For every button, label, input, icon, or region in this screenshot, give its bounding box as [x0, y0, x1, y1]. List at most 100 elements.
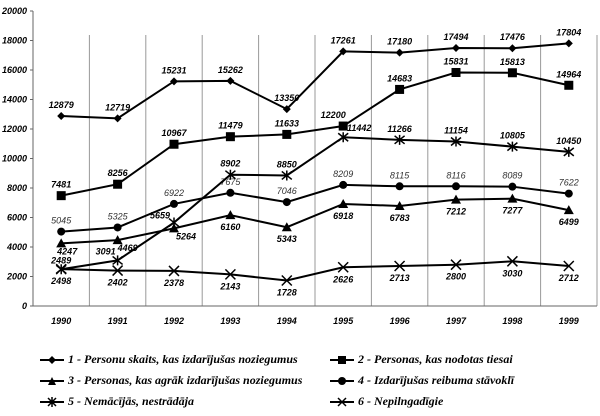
data-label-series-5: 8850 — [277, 159, 297, 169]
data-label-series-3: 5264 — [176, 231, 196, 241]
data-point-series-6 — [563, 260, 575, 272]
data-label-series-1: 17476 — [500, 32, 526, 42]
legend-label: 6 - Nepilngadīgie — [358, 394, 444, 408]
series-line-4 — [61, 183, 569, 233]
data-label-series-6: 2378 — [163, 278, 184, 288]
y-tick-label: 16000 — [2, 65, 27, 75]
data-label-series-6: 2402 — [107, 278, 128, 288]
square-marker-icon — [330, 355, 354, 364]
data-point-series-3 — [56, 238, 67, 248]
data-point-series-1 — [170, 77, 178, 86]
x-tick-label: 1998 — [502, 316, 522, 326]
x-tick-label: 1991 — [108, 316, 128, 326]
data-label-series-6: 2713 — [389, 273, 410, 283]
data-label-series-1: 12879 — [49, 100, 74, 110]
data-point-series-1 — [564, 39, 573, 48]
data-label-series-1: 12719 — [105, 102, 130, 112]
data-label-series-5: 5659 — [150, 211, 170, 221]
data-label-series-2: 15813 — [500, 57, 525, 67]
data-label-series-6: 2712 — [558, 273, 579, 283]
data-point-series-5 — [112, 255, 124, 266]
x-tick-label: 1995 — [333, 316, 354, 326]
data-label-series-1: 13350 — [274, 93, 299, 103]
data-label-series-1: 17494 — [443, 32, 468, 42]
data-label-series-6: 2800 — [445, 272, 466, 282]
data-point-series-6 — [168, 265, 180, 277]
data-point-series-3 — [338, 198, 349, 208]
data-point-series-6 — [337, 261, 349, 273]
y-tick-label: 2000 — [6, 272, 27, 282]
data-label-series-4: 8116 — [446, 170, 465, 180]
data-label-series-4: 8115 — [390, 170, 410, 180]
data-point-series-5 — [563, 146, 575, 157]
data-point-series-1 — [395, 48, 404, 57]
y-tick-label: 12000 — [2, 124, 27, 134]
x-tick-label: 1990 — [51, 316, 71, 326]
legend-item-3: 3 - Personas, kas agrāk izdarījušas nozi… — [40, 373, 302, 388]
legend-label: 5 - Nemācījās, nestrādāja — [68, 394, 194, 408]
legend-item-2: 2 - Personas, kas nodotas tiesai — [330, 352, 513, 367]
data-label-series-2: 11479 — [218, 121, 242, 131]
data-point-series-4 — [226, 188, 235, 197]
data-point-series-4 — [170, 199, 178, 208]
data-point-series-2 — [113, 179, 123, 189]
data-point-series-2 — [338, 121, 348, 131]
data-label-series-2: 12200 — [321, 110, 346, 120]
data-label-series-4: 8089 — [502, 171, 522, 181]
data-point-series-2 — [451, 67, 461, 77]
data-label-series-1: 15231 — [161, 65, 186, 75]
data-point-series-3 — [112, 235, 123, 245]
data-label-series-2: 11633 — [275, 118, 299, 128]
legend-item-6: 6 - Nepilngadīgie — [330, 394, 443, 409]
legend-label: 4 - Izdarījušas reibuma stāvoklī — [358, 373, 515, 387]
data-label-series-1: 15262 — [218, 65, 243, 75]
data-label-series-5: 3091 — [96, 246, 116, 256]
x-tick-label: 1993 — [220, 316, 240, 326]
x-tick-label: 1992 — [164, 316, 184, 326]
series-line-6 — [61, 260, 569, 282]
y-tick-label: 0 — [22, 301, 27, 311]
data-point-series-4 — [395, 182, 404, 191]
data-point-series-1 — [113, 114, 122, 123]
data-label-series-3: 5343 — [277, 234, 297, 244]
data-point-series-4 — [339, 180, 348, 189]
data-point-series-3 — [507, 193, 518, 203]
data-point-series-2 — [225, 132, 235, 142]
data-label-series-4: 7046 — [277, 186, 297, 196]
data-point-series-5 — [450, 136, 462, 147]
data-label-series-6: 1728 — [277, 288, 297, 298]
data-point-series-5 — [337, 132, 349, 143]
data-label-series-4: 8209 — [333, 169, 353, 179]
series-line-3 — [61, 197, 569, 245]
legend-label: 3 - Personas, kas agrāk izdarījušas nozi… — [68, 373, 303, 387]
y-tick-label: 4000 — [6, 242, 27, 252]
legend-label: 2 - Personas, kas nodotas tiesai — [358, 352, 513, 366]
data-point-series-6 — [112, 265, 124, 277]
data-label-series-3: 6499 — [559, 217, 579, 227]
data-label-series-6: 2498 — [50, 276, 71, 286]
data-point-series-2 — [564, 80, 574, 90]
y-tick-label: 14000 — [2, 95, 27, 105]
data-label-series-4: 5045 — [51, 216, 72, 226]
data-label-series-4: 6922 — [164, 188, 184, 198]
data-label-series-2: 8256 — [108, 168, 129, 178]
data-point-series-1 — [282, 105, 291, 114]
data-label-series-3: 4469 — [117, 243, 138, 253]
series-line-5 — [61, 136, 569, 271]
data-point-series-6 — [281, 274, 293, 287]
y-tick-label: 10000 — [2, 154, 27, 164]
x-tick-label: 1994 — [277, 316, 297, 326]
data-point-series-6 — [224, 268, 236, 280]
y-tick-label: 18000 — [2, 36, 27, 46]
y-tick-label: 6000 — [7, 213, 27, 223]
data-point-series-1 — [339, 47, 348, 56]
line-chart: 0 2000 4000 6000 8000 10000 12000 14000 16000 180… — [1, 6, 598, 326]
data-label-series-6: 2626 — [332, 274, 354, 284]
data-point-series-2 — [56, 191, 66, 201]
data-point-series-5 — [394, 134, 406, 145]
data-label-series-1: 17261 — [331, 35, 356, 45]
data-point-series-5 — [168, 217, 180, 228]
data-point-series-1 — [226, 76, 235, 85]
series-line-2 — [61, 71, 570, 197]
data-point-series-3 — [563, 205, 574, 215]
